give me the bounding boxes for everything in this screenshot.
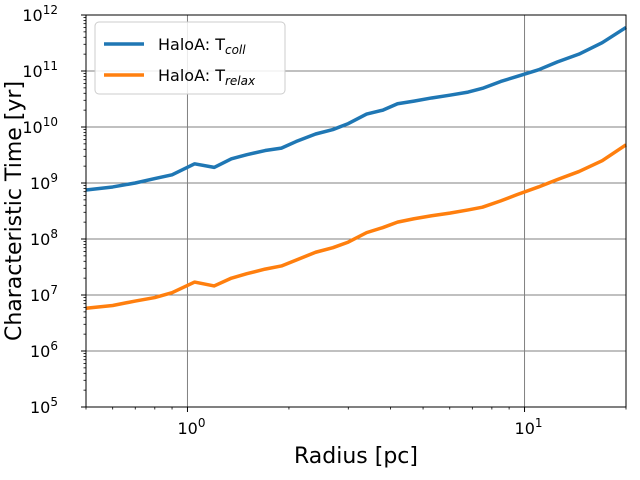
plot-frame (85, 14, 627, 408)
legend-label-subscript: coll (225, 43, 246, 57)
legend-label-trelax: HaloA: Trelax (158, 66, 256, 88)
y-tick-label: 109 (30, 171, 58, 193)
x-tick-label-exponent: 1 (535, 416, 543, 430)
x-tick-label-base: 10 (515, 419, 535, 438)
series-line-tcoll (85, 25, 627, 192)
y-tick-label-base: 10 (30, 398, 50, 417)
y-tick-label-base: 10 (30, 286, 50, 305)
y-tick-label-base: 10 (22, 62, 42, 81)
y-tick-label-base: 10 (30, 342, 50, 361)
series-line-trelax (85, 143, 627, 310)
y-tick-label-exponent: 7 (50, 283, 58, 297)
y-tick-label-base: 10 (22, 6, 42, 25)
y-tick-label: 108 (30, 227, 58, 249)
y-tick-label-base: 10 (30, 230, 50, 249)
x-axis-label: Radius [pc] (294, 444, 418, 469)
legend-label-main: HaloA: T (158, 66, 225, 85)
series-layer (85, 25, 627, 310)
y-tick-label-exponent: 6 (50, 339, 58, 353)
y-tick-label: 1010 (22, 115, 58, 137)
x-tick-label-base: 10 (177, 419, 197, 438)
y-tick-label-exponent: 9 (50, 171, 58, 185)
y-tick-label: 1012 (22, 3, 58, 25)
x-tick-label-exponent: 0 (198, 416, 206, 430)
y-tick-label-exponent: 12 (43, 3, 58, 17)
y-tick-label-exponent: 11 (43, 59, 58, 73)
y-axis-label: Characteristic Time [yr] (2, 81, 27, 341)
x-tick-label: 101 (515, 416, 543, 438)
legend-label-tcoll: HaloA: Tcoll (158, 35, 246, 57)
y-tick-label-exponent: 5 (50, 395, 58, 409)
y-tick-label: 105 (30, 395, 58, 417)
y-tick-label-exponent: 10 (43, 115, 58, 129)
x-tick-label: 100 (177, 416, 205, 438)
legend-label-main: HaloA: T (158, 35, 225, 54)
legend-label-subscript: relax (225, 74, 256, 88)
y-tick-label-exponent: 8 (50, 227, 58, 241)
y-tick-label: 106 (30, 339, 58, 361)
y-tick-label: 1011 (22, 59, 58, 81)
y-tick-label: 107 (30, 283, 58, 305)
y-tick-label-base: 10 (22, 118, 42, 137)
y-tick-label-base: 10 (30, 174, 50, 193)
